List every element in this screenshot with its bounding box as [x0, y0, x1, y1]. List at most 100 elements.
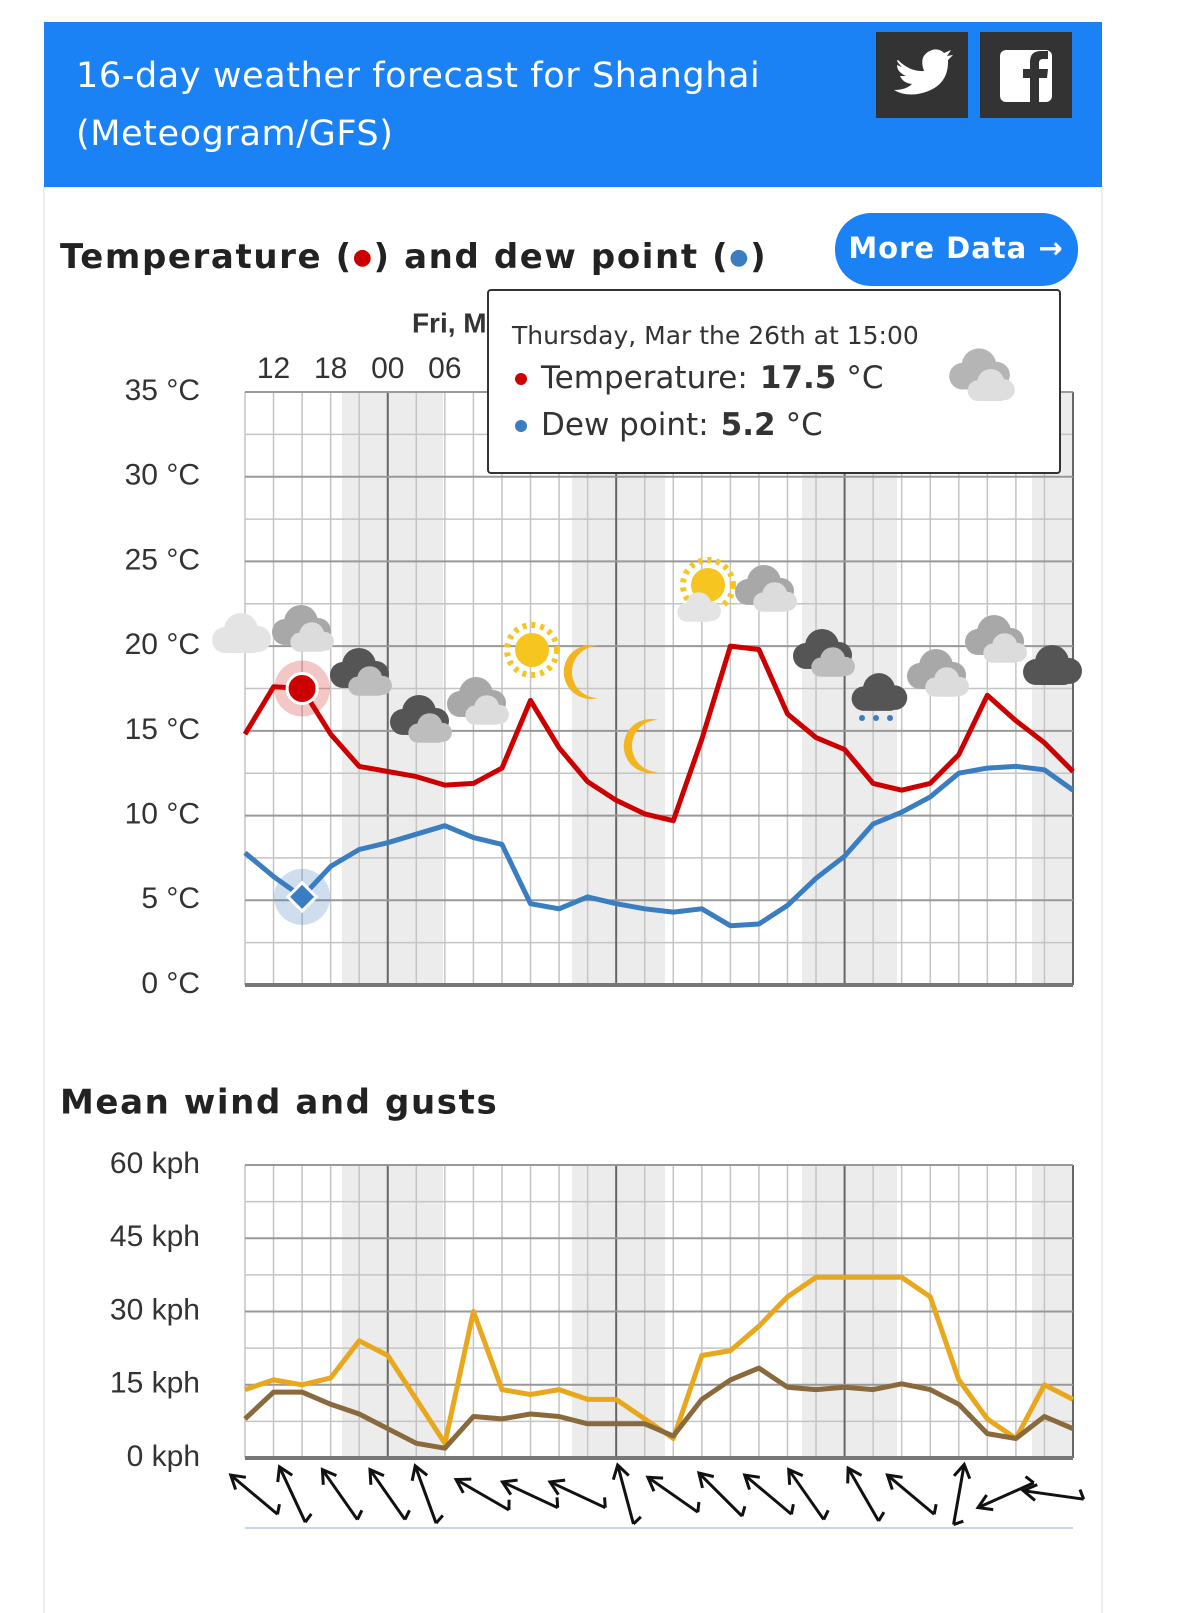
tooltip-row: Dew point: 5.2 °C: [541, 407, 823, 443]
wind-arrow-tail: [1024, 1475, 1035, 1484]
wind-arrow-shaft: [230, 1474, 279, 1516]
y-tick-label: 60 kph: [110, 1147, 200, 1180]
wind-arrow-shaft: [550, 1480, 606, 1510]
highlight-point: [285, 880, 319, 914]
y-tick-label: 0 °C: [141, 967, 200, 1000]
wind-arrow-shaft: [321, 1469, 359, 1521]
wind-arrow-tail: [696, 1501, 701, 1513]
facebook-button[interactable]: [980, 32, 1072, 118]
wind-arrow-tail: [877, 1511, 886, 1522]
y-tick-label: 15 °C: [125, 713, 200, 746]
wind-arrow-tail: [932, 1503, 938, 1515]
wind-arrow: [228, 1473, 281, 1516]
wind-arrow-shaft: [698, 1472, 744, 1518]
y-tick-label: 5 °C: [141, 882, 200, 915]
wind-arrow-shaft: [978, 1481, 1035, 1509]
wind-arrow-head: [228, 1473, 247, 1491]
wind-arrow-head: [742, 1473, 761, 1491]
y-tick-label: 0 kph: [127, 1440, 200, 1473]
wind-arrow-tail: [740, 1505, 747, 1517]
day-label: Fri, M: [412, 307, 487, 338]
wind-arrow-head: [547, 1478, 566, 1496]
button-label: More Data →: [848, 231, 1063, 265]
wind-arrow-shaft: [847, 1468, 880, 1522]
wind-arrow-shaft: [952, 1465, 966, 1525]
tooltip-bullet: [515, 373, 527, 385]
wind-arrow-head: [320, 1467, 337, 1485]
wind-arrow: [1020, 1483, 1086, 1502]
wind-arrow-head: [885, 1473, 903, 1491]
series-line: [243, 763, 1075, 929]
wind-arrow-head: [787, 1467, 804, 1485]
wind-arrow-shaft: [887, 1474, 936, 1516]
y-tick-label: 10 °C: [125, 797, 200, 830]
wind-arrow: [846, 1465, 886, 1522]
more-data-button[interactable]: More Data →: [835, 213, 1078, 286]
wind-arrow: [975, 1475, 1035, 1512]
wind-arrow: [611, 1462, 642, 1526]
wind-arrow: [368, 1467, 411, 1521]
y-tick-label: 45 kph: [110, 1220, 200, 1253]
wind-arrow: [885, 1473, 938, 1516]
wind-arrow-head: [276, 1464, 294, 1483]
charts: 0 °C 5 °C 10 °C 15 °C 20 °C 25 °C 30 °C 35 °C 12…: [110, 307, 1086, 1529]
wind-arrow-tail: [304, 1512, 313, 1524]
wind-arrow-head: [645, 1475, 664, 1492]
x-tick-label: 12: [257, 352, 290, 385]
tooltip: Thursday, Mar the 26th at 15:00 Temperat…: [487, 289, 1061, 474]
wind-arrow: [645, 1475, 701, 1514]
series-line: [243, 1365, 1074, 1451]
wind-arrow-shaft: [414, 1466, 438, 1524]
x-tick-label: 06: [428, 352, 461, 385]
wind-arrow-shaft: [278, 1467, 307, 1523]
wind-arrow-head: [368, 1467, 385, 1485]
twitter-button[interactable]: [876, 32, 968, 118]
wind-arrow-head: [952, 1461, 972, 1480]
tooltip-title: Thursday, Mar the 26th at 15:00: [511, 321, 919, 350]
y-tick-label: 25 °C: [125, 543, 200, 576]
wind-arrow-head: [611, 1462, 630, 1481]
wind-arrow-tail: [822, 1509, 830, 1521]
tooltip-value: 5.2: [721, 407, 776, 443]
wind-arrow-head: [846, 1465, 863, 1484]
wind-arrow: [952, 1461, 972, 1526]
header-title: 16-day weather forecast for Shanghai (Me…: [76, 56, 761, 154]
x-tick-label: 00: [371, 352, 404, 385]
wind-arrow-head: [696, 1471, 715, 1489]
wind-arrow-tail: [953, 1519, 964, 1526]
chart-title: Temperature (●) and dew point (●): [60, 237, 767, 277]
wind-arrow-shaft: [744, 1474, 793, 1516]
wind-arrow-shaft: [788, 1469, 825, 1521]
wind-arrow-tail: [356, 1509, 364, 1521]
wind-arrow: [547, 1478, 607, 1510]
x-tick-label: 18: [314, 352, 347, 385]
tooltip-unit: °C: [786, 407, 823, 443]
wind-arrow-tail: [403, 1509, 411, 1521]
y-tick-label: 35 °C: [125, 374, 200, 407]
wind-arrow: [742, 1473, 795, 1516]
wind-arrow-head: [1020, 1483, 1038, 1502]
tooltip-bullet: [515, 420, 527, 432]
wind-arrow: [453, 1477, 511, 1512]
wind-arrow: [410, 1463, 444, 1525]
wind-arrow-shaft: [1024, 1489, 1084, 1501]
y-tick-label: 20 °C: [125, 628, 200, 661]
y-tick-label: 15 kph: [110, 1367, 200, 1400]
wind-arrow-tail: [1078, 1489, 1086, 1500]
wind-arrow-tail: [603, 1497, 607, 1508]
wind-arrow-tail: [555, 1497, 560, 1508]
tooltip-row: Temperature: 17.5 °C: [540, 360, 883, 396]
wind-arrow-tail: [789, 1503, 795, 1515]
wind-arrow-tail: [434, 1514, 444, 1525]
wind-arrow-head: [410, 1463, 429, 1482]
wind-arrow-shaft: [369, 1469, 407, 1521]
wind-arrow: [320, 1467, 364, 1521]
tooltip-label: Dew point:: [541, 407, 709, 443]
wind-arrow-head: [499, 1478, 518, 1496]
wind-arrow-head: [453, 1477, 472, 1494]
wind-arrow-shaft: [456, 1478, 510, 1512]
wind-arrow-shaft: [616, 1465, 635, 1525]
wind-arrow-shaft: [647, 1476, 699, 1514]
